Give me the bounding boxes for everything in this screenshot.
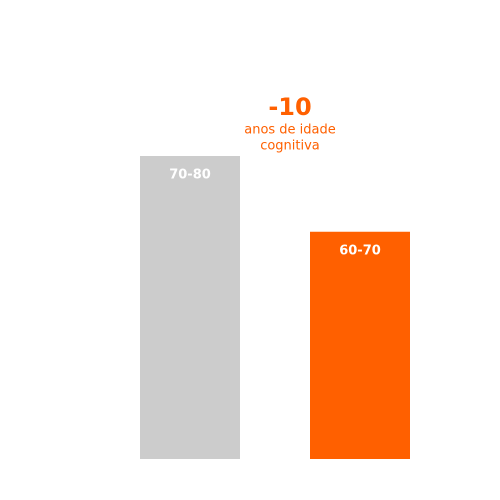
annotation-text: cognitiva [260, 139, 320, 154]
bar [310, 231, 410, 459]
bar [140, 156, 240, 459]
annotation-text: anos de idade [244, 123, 336, 138]
bar-label: 60-70 [339, 243, 381, 258]
bar-label: 70-80 [169, 168, 211, 183]
annotation-value: -10 [268, 93, 311, 121]
